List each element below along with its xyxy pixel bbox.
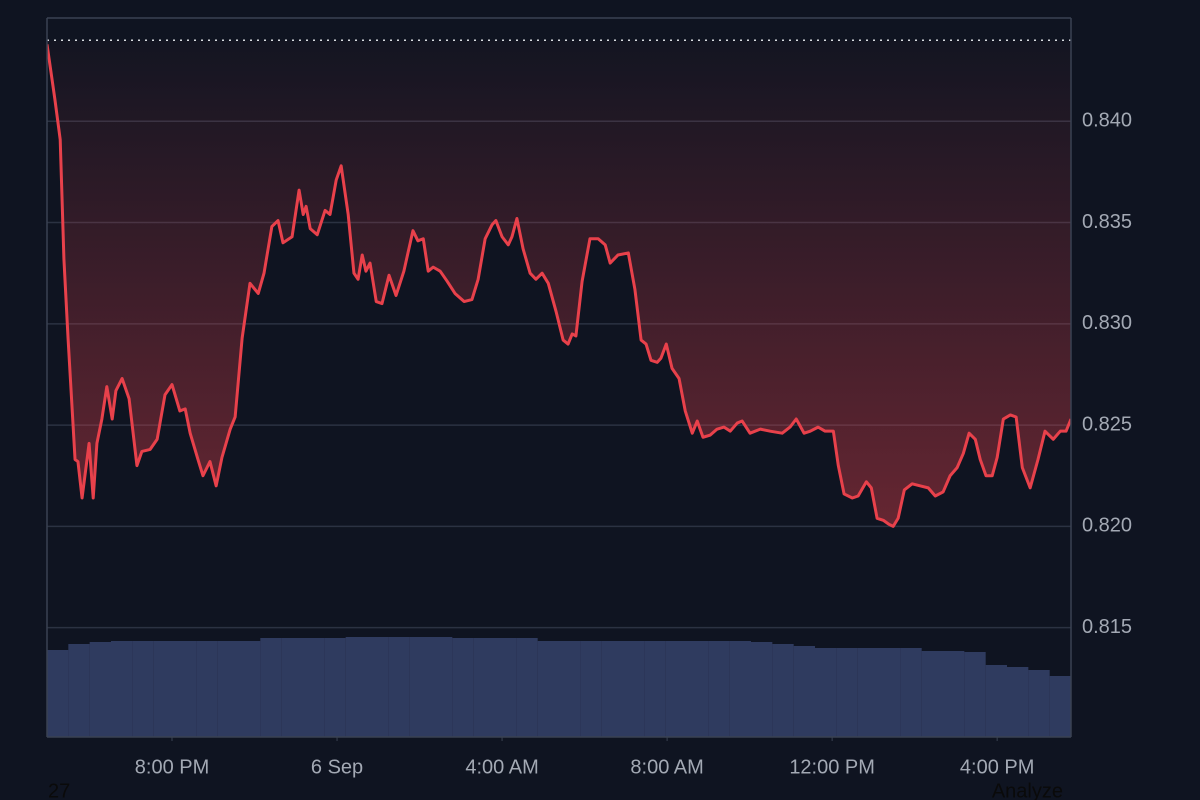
volume-bar: [495, 638, 517, 737]
x-tick-label: 6 Sep: [311, 756, 363, 778]
area-fill: [47, 40, 1071, 527]
volume-bar: [623, 641, 645, 737]
volume-bar: [665, 641, 687, 737]
volume-bar: [1028, 670, 1050, 737]
x-tick-label: 8:00 PM: [135, 756, 209, 778]
volume-bar: [409, 637, 431, 737]
volume-bar: [452, 638, 474, 737]
y-tick-label: 0.815: [1082, 616, 1132, 638]
volume-bar: [815, 648, 837, 737]
volume-bar: [132, 641, 154, 737]
volume-bar: [985, 665, 1007, 737]
y-tick-label: 0.820: [1082, 515, 1132, 537]
volume-bar: [687, 641, 709, 737]
volume-bar: [921, 651, 943, 737]
footer-right: Analyze: [992, 780, 1063, 800]
x-tick-label: 8:00 AM: [630, 756, 703, 778]
price-line: [47, 44, 1071, 528]
axes: [46, 17, 1072, 738]
x-tick-label: 12:00 PM: [789, 756, 875, 778]
volume-bar: [367, 637, 389, 737]
volume-bar: [431, 637, 453, 737]
volume-bar: [153, 641, 175, 737]
volume-bar: [324, 638, 346, 737]
volume-bar: [281, 638, 303, 737]
volume-bar: [708, 641, 730, 737]
volume-bar: [537, 641, 559, 737]
volume-bar: [644, 641, 666, 737]
volume-bar: [47, 650, 69, 737]
volume-bar: [1049, 676, 1071, 737]
y-tick-label: 0.835: [1082, 211, 1132, 233]
volume-bar: [601, 641, 623, 737]
volume-bar: [580, 641, 602, 737]
volume-bar: [729, 641, 751, 737]
y-tick-label: 0.825: [1082, 413, 1132, 435]
volume-bar: [473, 638, 495, 737]
volume-bar: [943, 651, 965, 737]
y-tick-label: 0.830: [1082, 312, 1132, 334]
volume-bar: [516, 638, 538, 737]
volume-bar: [303, 638, 325, 737]
volume-bar: [772, 644, 794, 737]
volume-bar: [388, 637, 410, 737]
x-tick-label: 4:00 AM: [465, 756, 538, 778]
volume-bar: [111, 641, 133, 737]
volume-bar: [260, 638, 282, 737]
volume-bar: [836, 648, 858, 737]
volume-bar: [217, 641, 239, 737]
volume-bar: [559, 641, 581, 737]
x-tick-label: 4:00 PM: [960, 756, 1034, 778]
volume-bar: [900, 648, 922, 737]
footer-left: 27: [48, 780, 70, 800]
volume: [47, 637, 1071, 737]
y-tick-label: 0.840: [1082, 110, 1132, 132]
volume-bar: [857, 648, 879, 737]
volume-bar: [1007, 667, 1029, 737]
volume-bar: [793, 646, 815, 737]
volume-bar: [879, 648, 901, 737]
volume-bar: [239, 641, 261, 737]
volume-bar: [751, 642, 773, 737]
plot: [47, 39, 1071, 528]
volume-bar: [196, 641, 218, 737]
volume-bar: [175, 641, 197, 737]
volume-bar: [345, 637, 367, 737]
volume-bar: [89, 642, 111, 737]
volume-bar: [964, 652, 986, 737]
volume-bar: [68, 644, 90, 737]
